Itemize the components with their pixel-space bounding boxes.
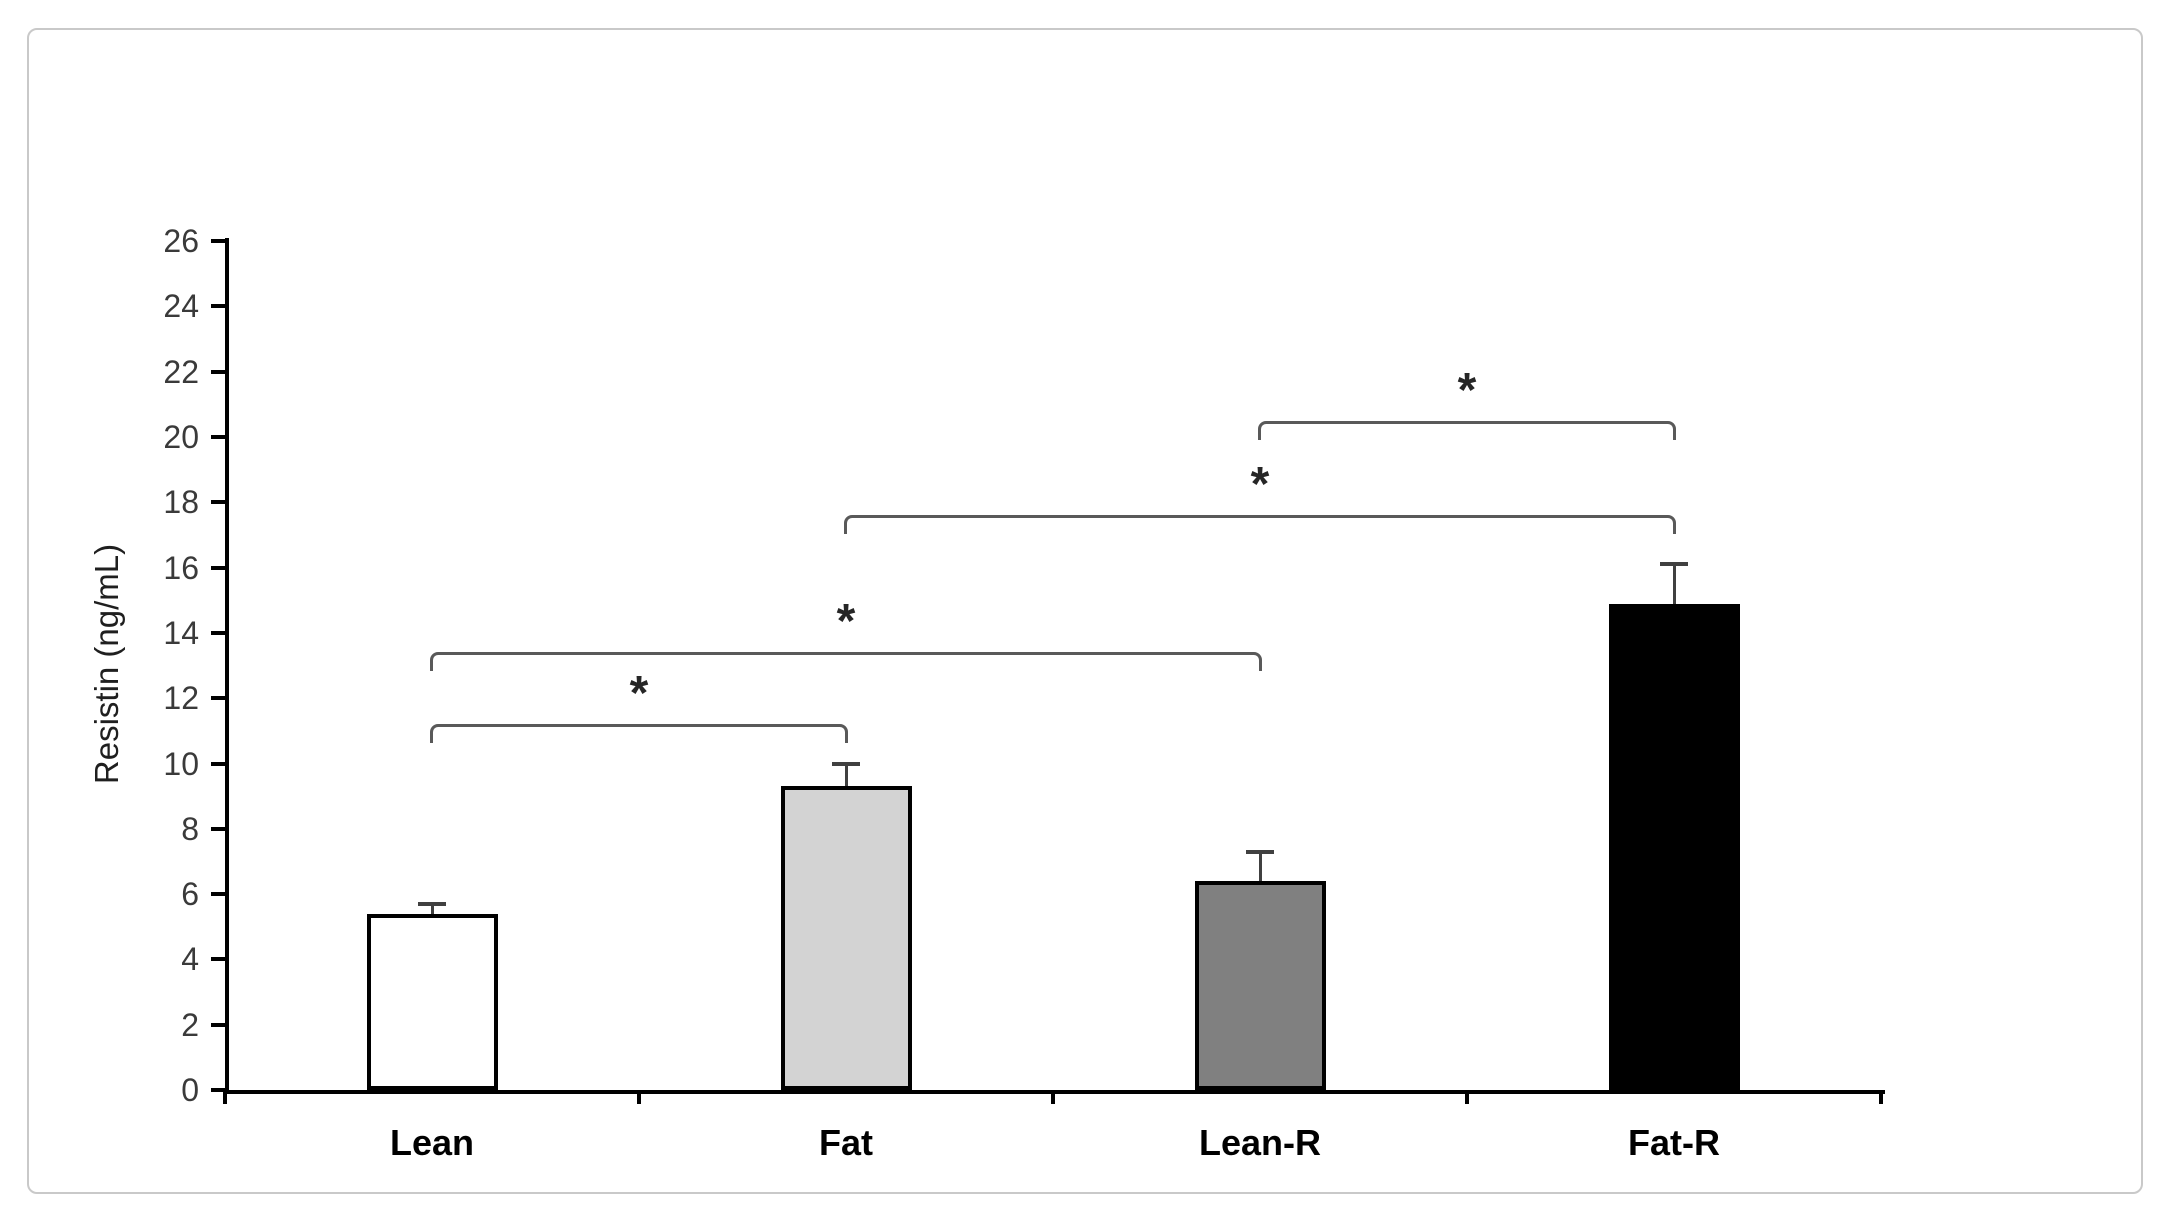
y-axis-tick (211, 826, 225, 831)
bar-fat (780, 786, 912, 1090)
x-axis-tick (1465, 1090, 1469, 1104)
x-tick-label-fat-r: Fat-R (1628, 1122, 1720, 1163)
y-tick-label: 16 (163, 549, 199, 586)
y-axis-tick (211, 1022, 225, 1027)
y-axis-tick (211, 369, 225, 374)
significance-bracket-lean-lean-r (430, 652, 1262, 672)
y-tick-label: 20 (163, 419, 199, 455)
error-bar-lean-r (1258, 851, 1262, 882)
y-tick-label: 18 (163, 484, 199, 521)
x-axis-tick (1051, 1090, 1055, 1104)
bar-lean (366, 913, 498, 1090)
error-bar-cap-fat-r (1660, 562, 1688, 567)
x-tick-label-fat: Fat (819, 1122, 873, 1163)
y-axis-tick (211, 761, 225, 766)
y-tick-label: 4 (181, 941, 199, 978)
y-axis-tick (211, 957, 225, 962)
error-bar-fat (844, 763, 848, 787)
x-axis-tick (1879, 1090, 1883, 1104)
y-tick-label: 0 (181, 1072, 199, 1108)
significance-bracket-fat-fat-r (844, 515, 1676, 535)
y-tick-label: 10 (163, 745, 199, 782)
significance-bracket-lean-r-fat-r (1258, 420, 1676, 440)
significance-asterisk-lean-fat: * (629, 667, 649, 721)
x-axis-tick (637, 1090, 641, 1104)
error-bar-cap-fat (832, 761, 860, 766)
y-axis-tick (211, 630, 225, 635)
y-tick-label: 24 (163, 288, 199, 325)
y-axis-tick (211, 435, 225, 439)
bar-lean-r (1194, 881, 1326, 1090)
y-axis-tick (211, 1088, 225, 1092)
significance-asterisk-fat-fat-r: * (1250, 458, 1270, 512)
y-axis-tick (211, 304, 225, 309)
y-axis-tick (211, 696, 225, 701)
y-axis-tick (211, 892, 225, 897)
x-axis-tick (223, 1090, 227, 1104)
y-axis (225, 238, 229, 1094)
y-tick-label: 14 (163, 614, 199, 651)
y-tick-label: 12 (163, 680, 199, 717)
error-bar-cap-lean (418, 901, 446, 906)
y-axis-tick (211, 565, 225, 570)
y-axis-tick (211, 500, 225, 505)
y-tick-label: 2 (181, 1006, 199, 1043)
y-tick-label: 8 (181, 810, 199, 847)
y-axis-tick (211, 239, 225, 244)
error-bar-fat-r (1672, 564, 1676, 604)
x-tick-label-lean: Lean (389, 1122, 475, 1163)
figure-border (27, 28, 2143, 1194)
significance-asterisk-lean-r-fat-r: * (1457, 363, 1477, 417)
bar-fat-r (1608, 603, 1740, 1090)
x-tick-label-lean-r: Lean-R (1198, 1122, 1322, 1163)
error-bar-lean (430, 903, 434, 914)
significance-asterisk-lean-lean-r: * (836, 595, 856, 649)
significance-bracket-lean-fat (430, 724, 848, 744)
error-bar-cap-lean-r (1246, 849, 1274, 854)
y-tick-label: 26 (163, 223, 199, 260)
y-tick-label: 22 (163, 353, 199, 390)
y-tick-label: 6 (181, 876, 199, 913)
